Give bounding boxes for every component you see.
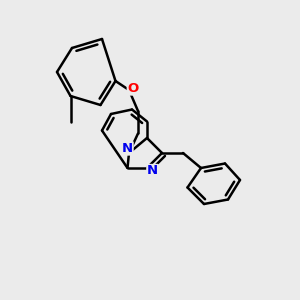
Text: O: O <box>127 82 139 95</box>
Text: N: N <box>147 164 158 178</box>
Text: N: N <box>122 142 133 155</box>
